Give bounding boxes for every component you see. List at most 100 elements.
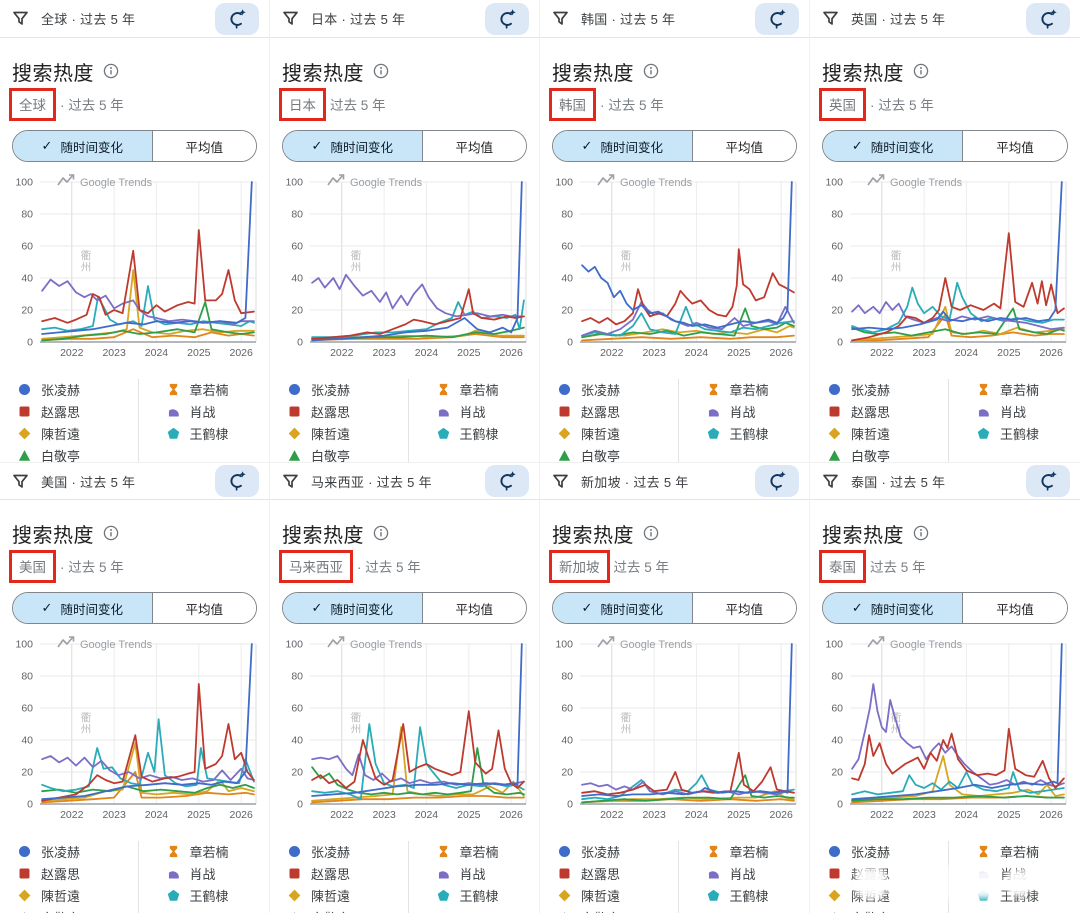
toggle-over-time[interactable]: ✓ 随时间变化 bbox=[283, 131, 422, 161]
legend-item-章若楠: 章若楠 bbox=[425, 841, 540, 862]
legend-item-章若楠: 章若楠 bbox=[155, 379, 270, 400]
svg-text:40: 40 bbox=[831, 273, 843, 285]
funnel-icon bbox=[823, 474, 838, 488]
legend-label: 陳哲遠 bbox=[851, 427, 891, 442]
svg-text:2023: 2023 bbox=[372, 347, 396, 359]
legend-label: 白敬亭 bbox=[41, 908, 80, 913]
insight-sparkle-icon bbox=[500, 471, 516, 491]
toggle-over-time[interactable]: ✓ 随时间变化 bbox=[13, 131, 152, 161]
legend-marker-quarter bbox=[438, 871, 449, 879]
filter-label: 日本 · 过去 5 年 bbox=[311, 12, 406, 27]
toggle-average[interactable]: 平均值 bbox=[421, 593, 526, 623]
legend-label: 章若楠 bbox=[189, 383, 229, 398]
svg-text:2023: 2023 bbox=[642, 809, 666, 821]
toggle-average[interactable]: 平均值 bbox=[962, 131, 1067, 161]
funnel-icon bbox=[13, 11, 28, 25]
toggle-average[interactable]: 平均值 bbox=[691, 131, 796, 161]
legend-column-right: 章若楠 肖战 王鹤棣 bbox=[407, 841, 540, 913]
filter-bar[interactable]: 新加坡 · 过去 5 年 bbox=[540, 462, 809, 500]
trends-panel-马来西亚: 马来西亚 · 过去 5 年 搜索热度 马来西亚 · 过去 5 年 bbox=[270, 462, 540, 913]
insight-button[interactable] bbox=[755, 465, 799, 497]
toggle-average[interactable]: 平均值 bbox=[962, 593, 1067, 623]
region-annotation-box: 英国 bbox=[819, 87, 866, 121]
info-icon[interactable] bbox=[373, 63, 389, 79]
svg-text:衢州: 衢州 bbox=[621, 712, 632, 736]
svg-text:0: 0 bbox=[27, 337, 33, 349]
toggle-over-time[interactable]: ✓ 随时间变化 bbox=[553, 593, 692, 623]
legend-item-陳哲遠: 陳哲遠 bbox=[276, 885, 408, 906]
filter-bar[interactable]: 马来西亚 · 过去 5 年 bbox=[270, 462, 539, 500]
trends-chart[interactable]: 2022 2023 2024 2025 2026 0 20 40 60 80 100 Google T… bbox=[816, 170, 1078, 360]
trends-chart[interactable]: 2022 2023 2024 2025 2026 0 20 40 60 80 100 Google T… bbox=[6, 632, 268, 822]
legend-label: 章若楠 bbox=[729, 383, 769, 398]
filter-bar[interactable]: 美国 · 过去 5 年 bbox=[0, 462, 269, 500]
insight-button[interactable] bbox=[215, 2, 259, 35]
svg-text:2026: 2026 bbox=[769, 347, 793, 359]
legend-item-肖战: 肖战 bbox=[695, 401, 810, 422]
insight-button[interactable] bbox=[485, 465, 529, 497]
svg-text:80: 80 bbox=[831, 209, 843, 221]
insight-button[interactable] bbox=[755, 2, 799, 35]
info-icon[interactable] bbox=[373, 525, 389, 541]
legend-item-肖战: 肖战 bbox=[695, 863, 810, 884]
filter-bar[interactable]: 全球 · 过去 5 年 bbox=[0, 0, 269, 38]
info-icon[interactable] bbox=[643, 525, 659, 541]
funnel-icon bbox=[283, 474, 298, 488]
trends-chart[interactable]: 2022 2023 2024 2025 2026 0 20 40 60 80 100 Google T… bbox=[276, 170, 538, 360]
trends-chart[interactable]: 2022 2023 2024 2025 2026 0 20 40 60 80 100 Google T… bbox=[546, 170, 808, 360]
svg-text:2022: 2022 bbox=[60, 809, 84, 821]
insight-button[interactable] bbox=[1026, 2, 1070, 35]
page-title: 搜索热度 bbox=[12, 524, 94, 547]
toggle-over-time[interactable]: ✓ 随时间变化 bbox=[283, 593, 422, 623]
svg-text:40: 40 bbox=[561, 735, 573, 747]
svg-text:2026: 2026 bbox=[1039, 809, 1063, 821]
legend-marker-quarter bbox=[978, 871, 989, 879]
insight-button[interactable] bbox=[215, 465, 259, 497]
insight-button[interactable] bbox=[1026, 465, 1070, 497]
toggle-average[interactable]: 平均值 bbox=[151, 593, 256, 623]
toggle-over-time[interactable]: ✓ 随时间变化 bbox=[13, 593, 152, 623]
legend-marker-diamond bbox=[18, 427, 31, 440]
toggle-average[interactable]: 平均值 bbox=[151, 131, 256, 161]
filter-bar[interactable]: 韩国 · 过去 5 年 bbox=[540, 0, 809, 38]
legend-label: 赵露思 bbox=[41, 405, 81, 420]
legend-item-肖战: 肖战 bbox=[425, 401, 540, 422]
legend-label: 赵露思 bbox=[311, 405, 351, 420]
page-title: 搜索热度 bbox=[282, 62, 364, 85]
info-icon[interactable] bbox=[103, 63, 119, 79]
legend-marker-square bbox=[19, 406, 30, 417]
trends-chart[interactable]: 2022 2023 2024 2025 2026 0 20 40 60 80 100 Google T… bbox=[816, 632, 1078, 822]
check-icon: ✓ bbox=[311, 138, 323, 153]
legend-label: 白敬亭 bbox=[311, 449, 351, 462]
legend-marker-square bbox=[559, 406, 570, 417]
toggle-average[interactable]: 平均值 bbox=[691, 593, 796, 623]
legend-marker-square bbox=[559, 868, 570, 879]
trends-chart[interactable]: 2022 2023 2024 2025 2026 0 20 40 60 80 100 Google T… bbox=[6, 170, 268, 360]
toggle-over-time[interactable]: ✓ 随时间变化 bbox=[553, 131, 692, 161]
toggle-average[interactable]: 平均值 bbox=[421, 131, 526, 161]
svg-text:100: 100 bbox=[15, 639, 33, 651]
trends-chart[interactable]: 2022 2023 2024 2025 2026 0 20 40 60 80 100 Google T… bbox=[276, 632, 538, 822]
legend-label: 肖战 bbox=[189, 867, 216, 882]
legend-label: 肖战 bbox=[189, 405, 216, 420]
filter-bar[interactable]: 英国 · 过去 5 年 bbox=[810, 0, 1080, 38]
info-icon[interactable] bbox=[913, 63, 929, 79]
legend-label: 张凌赫 bbox=[311, 845, 351, 860]
legend-marker-hourglass bbox=[979, 383, 988, 396]
trends-chart[interactable]: 2022 2023 2024 2025 2026 0 20 40 60 80 100 Google T… bbox=[546, 632, 808, 822]
toggle-over-time[interactable]: ✓ 随时间变化 bbox=[823, 593, 963, 623]
chart-legend: 张凌赫赵露思陳哲遠白敬亭 章若楠肖战王鹤棣 bbox=[810, 377, 1080, 462]
legend-item-赵露思: 赵露思 bbox=[6, 863, 138, 884]
info-icon[interactable] bbox=[913, 525, 929, 541]
funnel-icon bbox=[823, 11, 838, 25]
filter-label: 全球 · 过去 5 年 bbox=[41, 12, 136, 27]
svg-text:20: 20 bbox=[561, 767, 573, 779]
insight-button[interactable] bbox=[485, 2, 529, 35]
svg-text:2023: 2023 bbox=[912, 809, 936, 821]
filter-bar[interactable]: 泰国 · 过去 5 年 bbox=[810, 462, 1080, 500]
toggle-over-time[interactable]: ✓ 随时间变化 bbox=[823, 131, 963, 161]
svg-text:2024: 2024 bbox=[955, 809, 979, 821]
info-icon[interactable] bbox=[643, 63, 659, 79]
filter-bar[interactable]: 日本 · 过去 5 年 bbox=[270, 0, 539, 38]
info-icon[interactable] bbox=[103, 525, 119, 541]
